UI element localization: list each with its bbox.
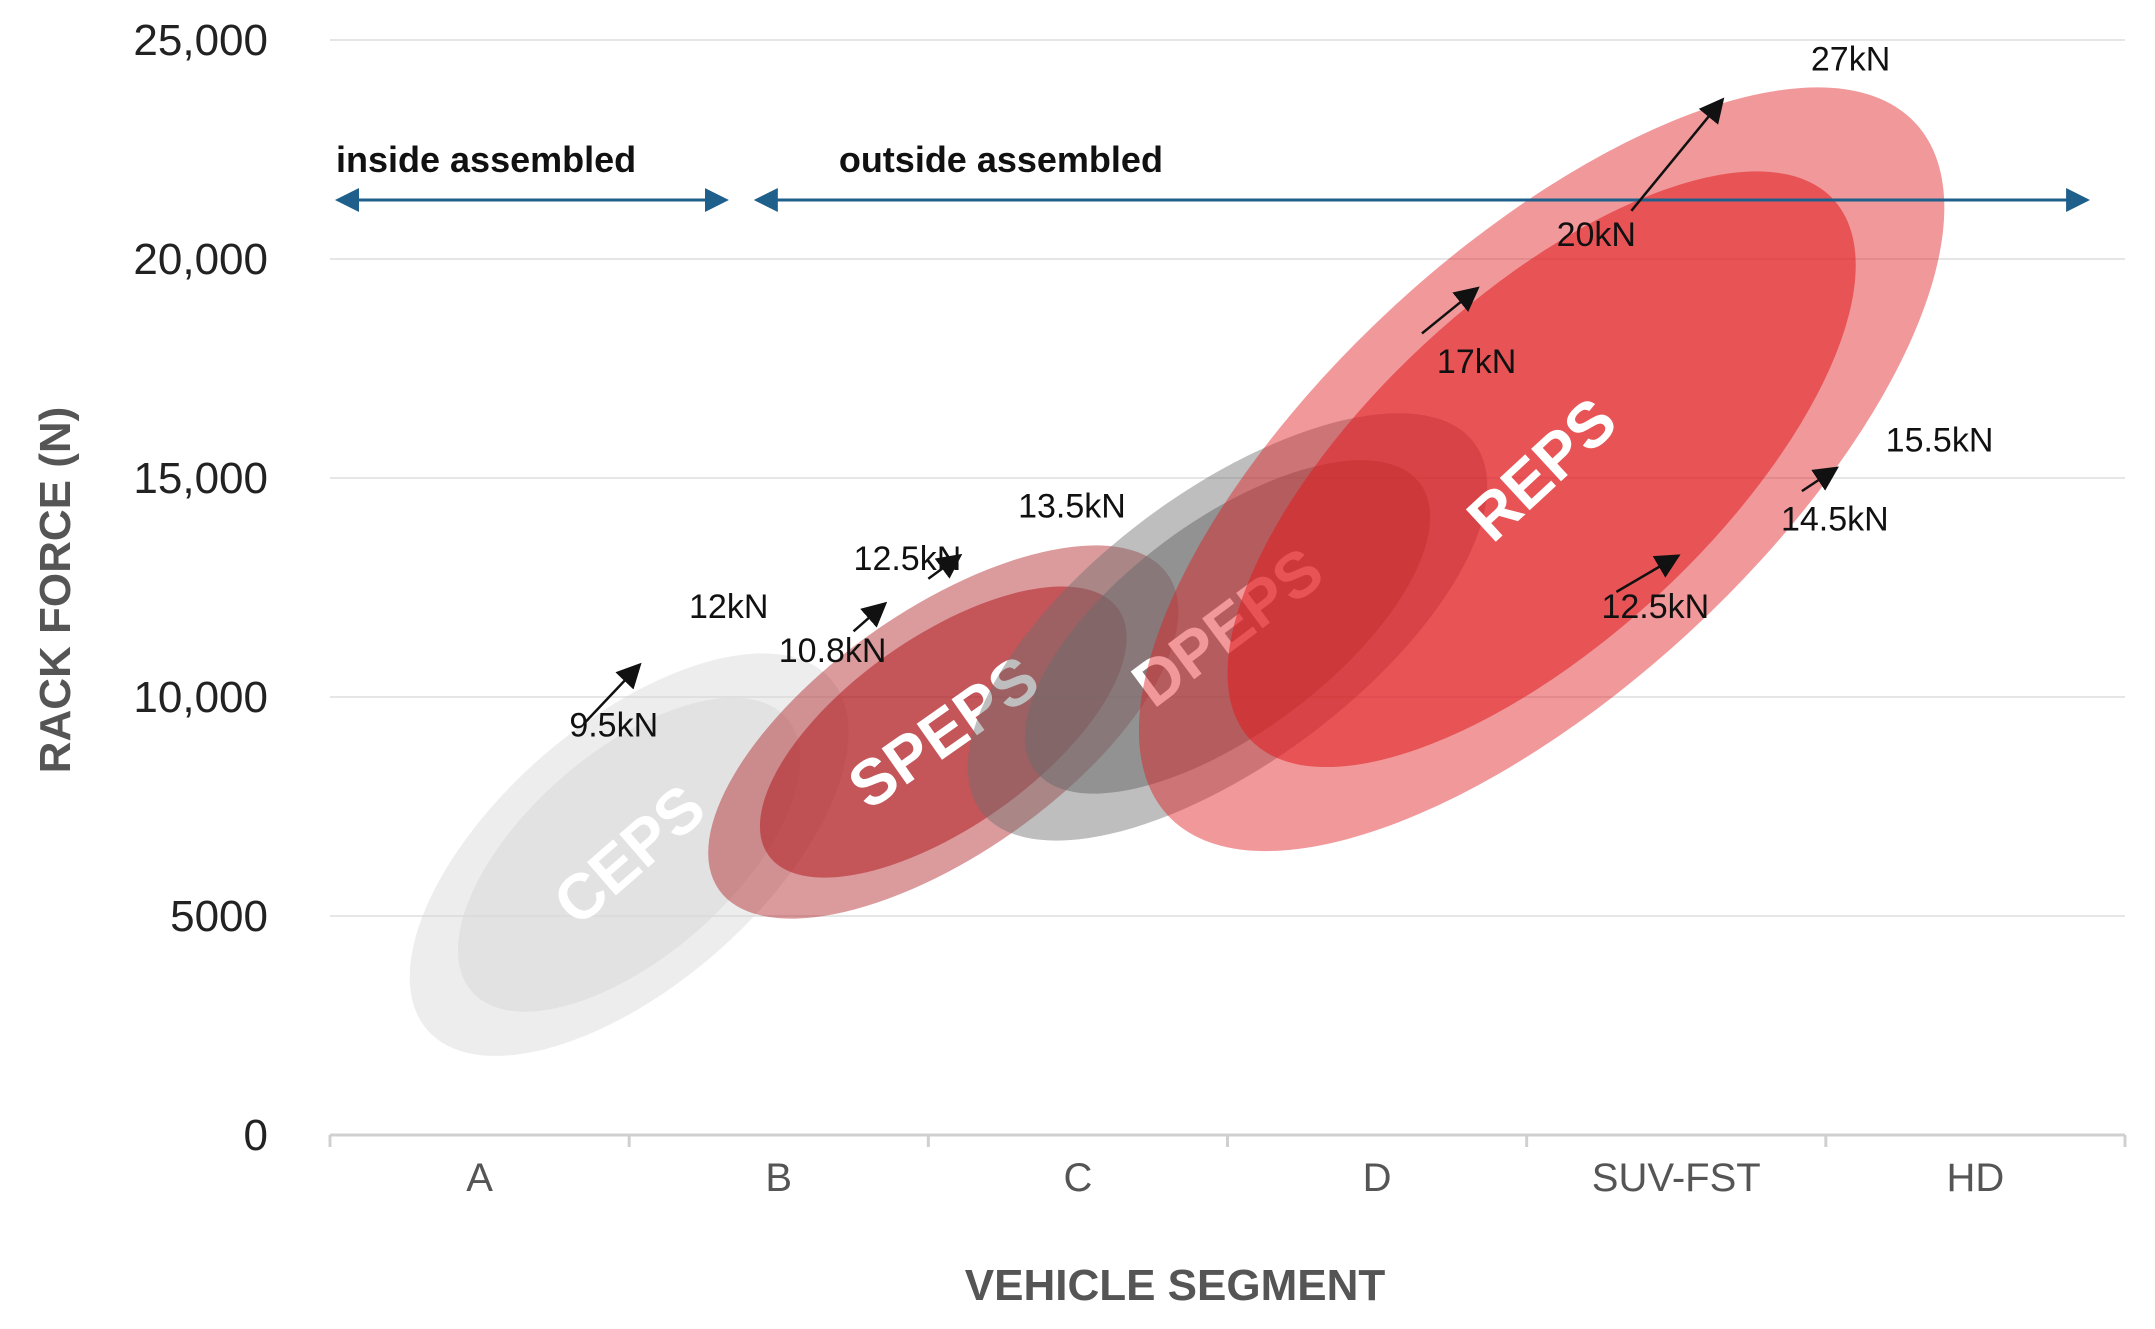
annotation-label-2: 10.8kN [779,632,887,670]
x-tick-label-2: C [1063,1156,1092,1200]
assembly-regions: inside assembled outside assembled [335,139,2091,212]
annotation-label-9: 14.5kN [1781,501,1889,539]
annotation-label-1: 12kN [689,588,768,626]
y-tick-label-4: 20,000 [133,235,268,284]
series-reps: REPS [1138,87,1945,852]
force-annotations: 9.5kN 12kN 10.8kN 12.5kN 13.5kN 17kN 20kN 27kN 1… [569,41,1993,745]
annotation-label-7: 27kN [1811,41,1890,79]
y-tick-label-2: 10,000 [133,673,268,722]
annotation-arrow-3 [1421,286,1480,335]
x-tick-label-0: A [466,1156,493,1200]
annotation-arrow-5 [1615,554,1681,593]
x-tick-label-5: HD [1947,1156,2005,1200]
ellipse-inner-reps [1227,171,1856,768]
ellipse-inner-speps [759,586,1127,878]
x-tick-label-1: B [765,1156,792,1200]
annotation-label-6: 20kN [1557,216,1636,254]
annotation-label-0: 9.5kN [569,706,658,744]
annotation-arrow-2 [927,553,963,580]
series-speps: SPEPS [708,545,1179,919]
y-tick-label-5: 25,000 [133,16,268,65]
axes: 0 5000 10,000 15,000 20,000 25,000 A B C D SUV-FST… [133,16,2127,1200]
annotation-label-10: 15.5kN [1886,422,1994,460]
series-ceps: CEPS [409,653,849,1056]
annotation-label-8: 12.5kN [1601,588,1709,626]
x-axis-title: VEHICLE SEGMENT [965,1261,1386,1310]
annotation-label-4: 13.5kN [1018,487,1126,525]
annotation-label-3: 12.5kN [854,540,962,578]
region-label-0: inside assembled [336,139,636,180]
y-axis-title: RACK FORCE (N) [31,407,80,774]
y-tick-label-3: 15,000 [133,454,268,503]
annotation-arrow-1 [852,601,888,633]
x-tick-label-4: SUV-FST [1592,1156,1761,1200]
annotation-label-5: 17kN [1437,343,1516,381]
ellipse-inner-ceps [457,697,801,1012]
region-label-1: outside assembled [839,139,1163,180]
annotation-arrow-6 [1801,466,1839,493]
y-tick-label-1: 5000 [170,892,268,941]
annotation-arrow-0 [583,662,642,725]
annotation-arrow-4 [1630,97,1725,212]
y-tick-label-0: 0 [244,1111,268,1160]
x-tick-label-3: D [1363,1156,1392,1200]
